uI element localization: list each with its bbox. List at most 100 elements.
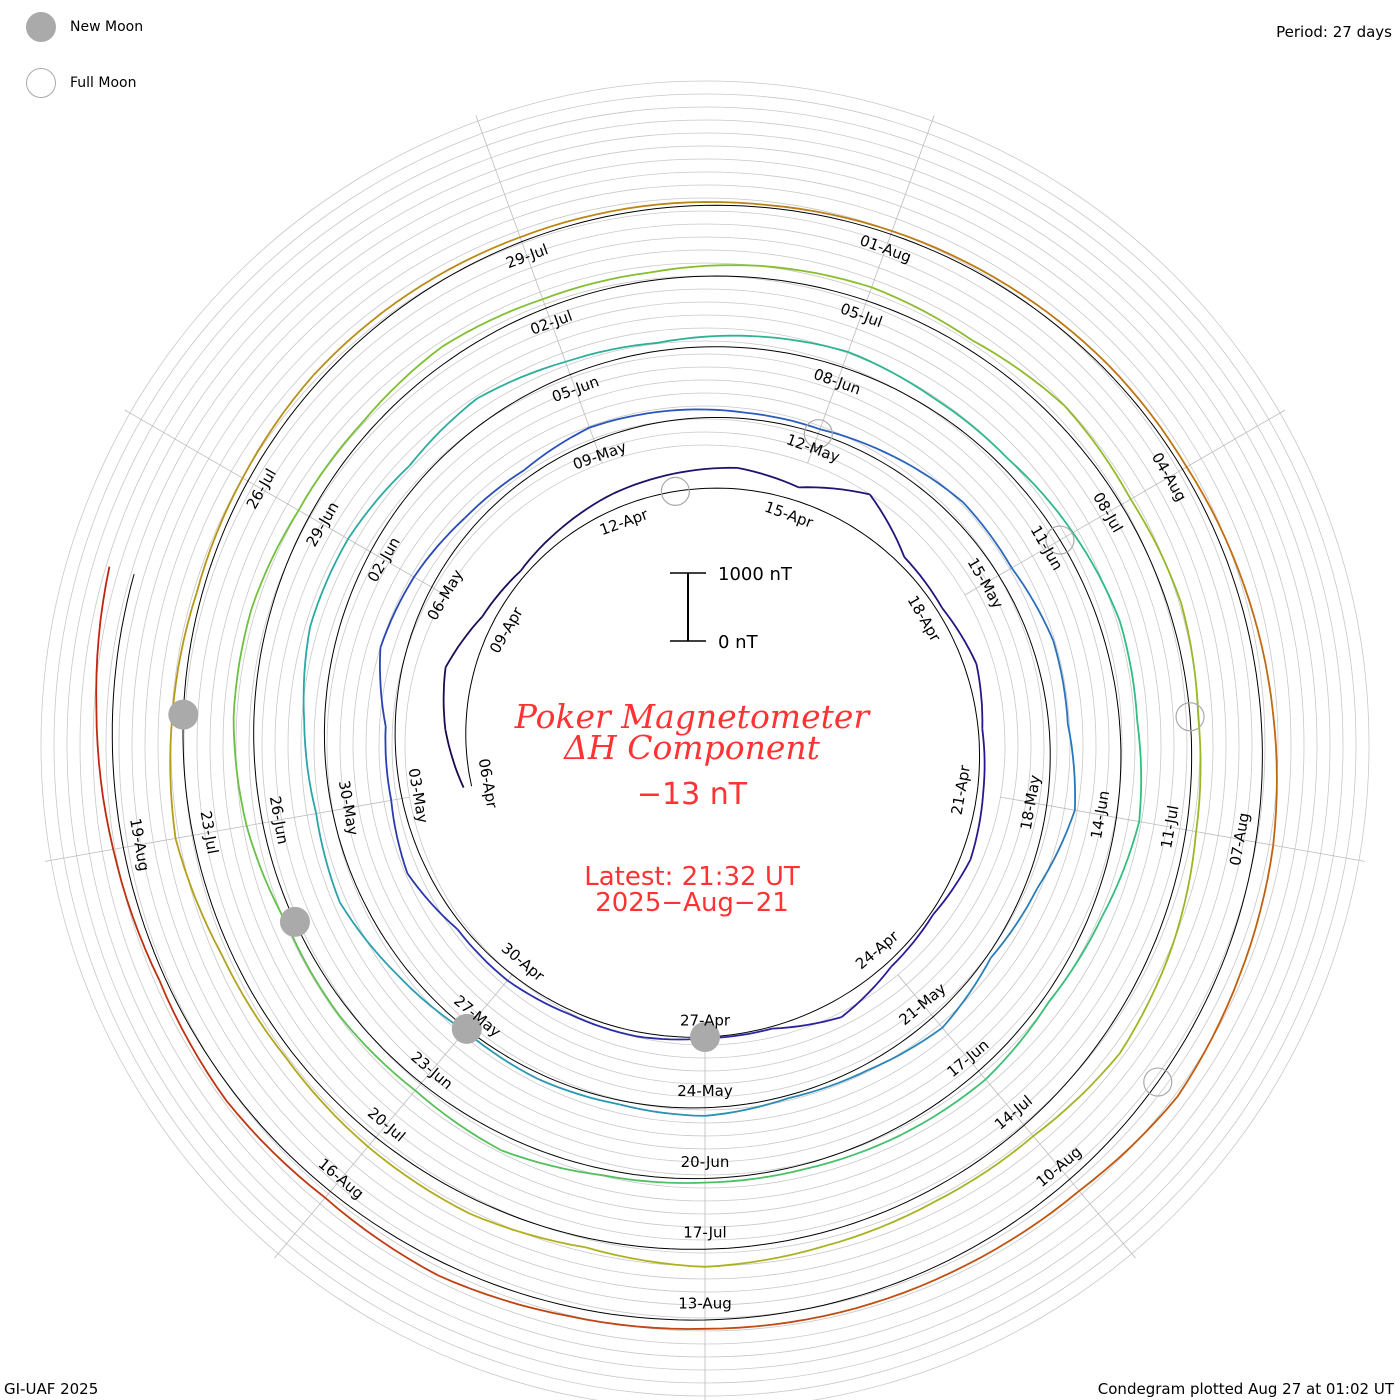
data-segment xyxy=(1007,458,1074,534)
date-label: 18-Apr xyxy=(904,592,945,645)
data-segment xyxy=(665,408,745,414)
data-segment xyxy=(894,456,964,503)
date-label: 23-Jun xyxy=(407,1048,456,1093)
data-segment xyxy=(1063,405,1132,500)
date-label: 27-Apr xyxy=(680,1012,731,1030)
data-segment xyxy=(506,979,571,1016)
data-segment xyxy=(171,592,198,715)
legend-new-moon-label: New Moon xyxy=(70,19,144,35)
data-segment xyxy=(649,264,762,274)
data-segment xyxy=(1185,466,1245,585)
data-segment xyxy=(1032,1053,1121,1137)
legend-full-moon: Full Moon xyxy=(26,68,136,98)
data-segment xyxy=(519,526,563,572)
data-segment xyxy=(772,1016,842,1030)
data-segment xyxy=(362,345,444,423)
chart-subtitle: ΔH Component xyxy=(562,728,821,767)
full-moon-marker xyxy=(660,476,690,507)
date-label: 29-Jul xyxy=(504,240,551,272)
data-segment xyxy=(284,1056,369,1148)
new-moon-marker xyxy=(690,1022,720,1052)
data-segment xyxy=(1010,567,1055,642)
data-segment xyxy=(519,205,643,239)
spoke-line xyxy=(964,409,1286,596)
data-segment xyxy=(312,293,409,377)
data-segment xyxy=(413,517,466,578)
data-segment xyxy=(1052,640,1069,724)
new-moon-icon xyxy=(26,12,56,42)
data-segment xyxy=(1118,946,1174,1055)
full-moon-marker xyxy=(1143,1067,1173,1097)
data-segment xyxy=(903,556,943,609)
moon-markers xyxy=(168,419,1205,1097)
data-segment xyxy=(95,566,111,710)
scale-bar: 1000 nT 0 nT xyxy=(670,564,793,653)
data-segment xyxy=(613,472,674,495)
data-segment xyxy=(1066,723,1077,811)
date-label: 24-May xyxy=(677,1082,733,1100)
data-segment xyxy=(900,1078,987,1136)
date-label: 14-Jun xyxy=(1087,789,1113,840)
date-label: 07-Aug xyxy=(1226,811,1253,867)
date-label: 15-May xyxy=(964,555,1007,612)
data-segment xyxy=(867,1027,943,1071)
data-segment xyxy=(569,1315,706,1330)
data-segment xyxy=(324,1197,439,1277)
full-moon-marker xyxy=(1175,702,1205,732)
data-segment xyxy=(174,838,222,955)
data-segment xyxy=(414,1089,502,1152)
data-segment xyxy=(442,667,447,730)
full-moon-marker xyxy=(1045,525,1075,555)
data-segment xyxy=(798,486,870,496)
data-segment xyxy=(542,271,650,301)
data-segment xyxy=(1238,845,1275,976)
grid-circle xyxy=(40,80,1370,1400)
date-label: 18-May xyxy=(1017,773,1044,831)
date-label: 09-Apr xyxy=(486,603,527,656)
data-segment xyxy=(933,1135,1034,1203)
data-segment xyxy=(561,492,614,529)
data-segment xyxy=(932,397,1009,460)
data-segment xyxy=(226,1100,326,1199)
new-moon-marker xyxy=(168,699,199,730)
data-segment xyxy=(444,729,465,788)
data-segment xyxy=(585,1246,706,1268)
data-segment xyxy=(220,953,287,1058)
new-moon-marker xyxy=(279,906,310,937)
data-segment xyxy=(158,979,228,1102)
date-label: 23-Jul xyxy=(197,809,222,855)
data-segment xyxy=(407,236,521,295)
date-label: 06-Apr xyxy=(475,757,502,810)
data-segment xyxy=(971,339,1066,407)
data-segment xyxy=(469,1212,587,1249)
data-segment xyxy=(1072,532,1121,622)
data-segment xyxy=(339,1016,416,1092)
data-segment xyxy=(444,615,484,668)
data-segment xyxy=(975,663,984,729)
data-segment xyxy=(232,717,248,826)
data-segment xyxy=(657,334,753,344)
data-segment xyxy=(408,397,478,467)
data-segment xyxy=(390,800,409,874)
date-label: 26-Jul xyxy=(243,466,280,513)
data-segment xyxy=(241,374,314,479)
data-segment xyxy=(1129,498,1182,603)
data-segment xyxy=(463,469,525,519)
data-segment xyxy=(1176,975,1241,1098)
date-label: 17-Jul xyxy=(683,1224,726,1242)
data-segment xyxy=(805,1134,902,1170)
data-segment xyxy=(990,887,1039,959)
data-segment xyxy=(890,914,934,968)
date-label: 11-Jul xyxy=(1157,804,1182,850)
legend-new-moon: New Moon xyxy=(26,12,143,42)
date-label: 10-Aug xyxy=(1033,1143,1086,1191)
date-label: 20-Jul xyxy=(364,1104,409,1146)
data-segment xyxy=(619,1103,706,1117)
date-label: 15-Apr xyxy=(762,498,816,532)
data-segment xyxy=(232,608,253,718)
data-segment xyxy=(565,341,659,363)
date-label: 09-May xyxy=(571,438,629,474)
full-moon-icon xyxy=(26,68,56,98)
footer-credit: GI-UAF 2025 xyxy=(4,1380,99,1398)
